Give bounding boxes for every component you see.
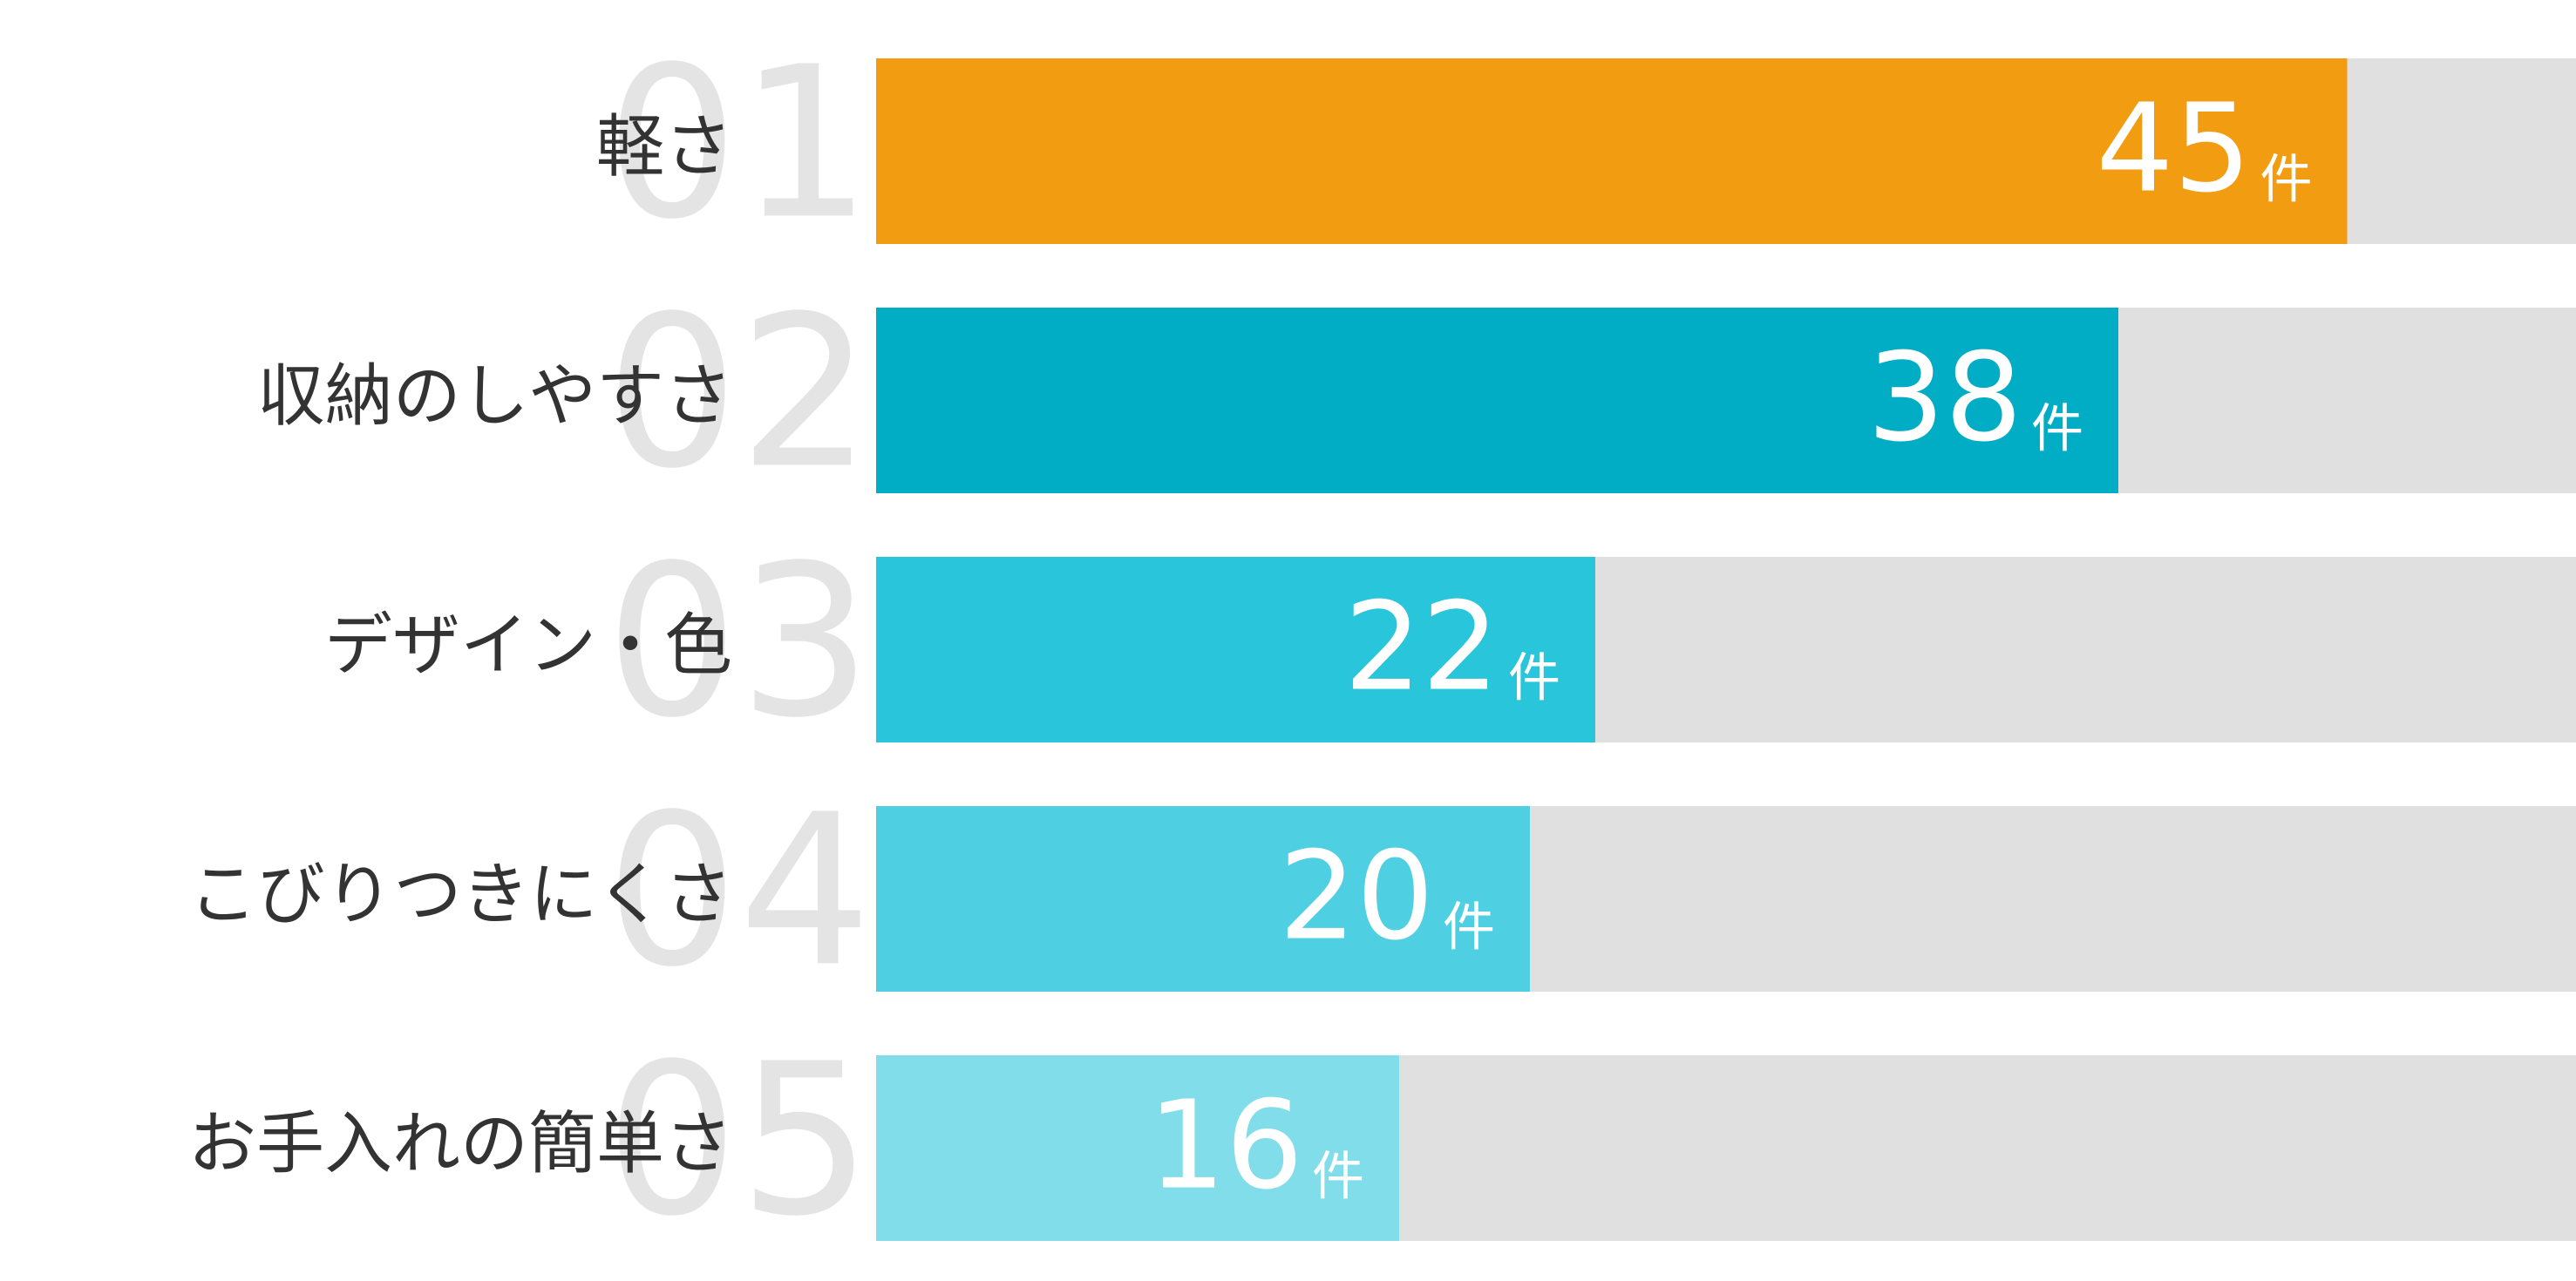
rank-number: 03 <box>606 519 872 763</box>
value-label: 16 件 <box>1148 1074 1364 1217</box>
value-number: 38 <box>1867 327 2022 469</box>
category-label: 収納のしやすさ <box>257 357 732 436</box>
rank-number: 05 <box>606 1018 872 1262</box>
bar <box>876 1055 1399 1241</box>
category-label: お手入れの簡単さ <box>188 1105 732 1183</box>
category-label: デザイン・色 <box>324 607 732 685</box>
bar <box>876 308 2118 493</box>
value-unit: 件 <box>1443 897 1495 958</box>
rank-number: 01 <box>606 21 872 265</box>
value-label: 22 件 <box>1344 576 1560 718</box>
value-unit: 件 <box>2031 398 2083 459</box>
rank-number: 02 <box>606 270 872 514</box>
value-unit: 件 <box>1312 1146 1364 1207</box>
value-number: 45 <box>2096 78 2251 220</box>
value-number: 22 <box>1344 576 1499 718</box>
value-number: 20 <box>1279 825 1434 967</box>
category-label: 軽さ <box>596 108 732 186</box>
value-label: 38 件 <box>1867 327 2083 469</box>
category-label: こびりつきにくさ <box>189 856 732 934</box>
value-label: 45 件 <box>2096 78 2312 220</box>
bar <box>876 557 1595 742</box>
value-unit: 件 <box>1508 647 1560 708</box>
bar <box>876 806 1530 992</box>
value-number: 16 <box>1148 1074 1303 1217</box>
value-label: 20 件 <box>1279 825 1495 967</box>
value-unit: 件 <box>2260 149 2313 210</box>
bar <box>876 58 2348 244</box>
rank-number: 04 <box>606 769 872 1013</box>
